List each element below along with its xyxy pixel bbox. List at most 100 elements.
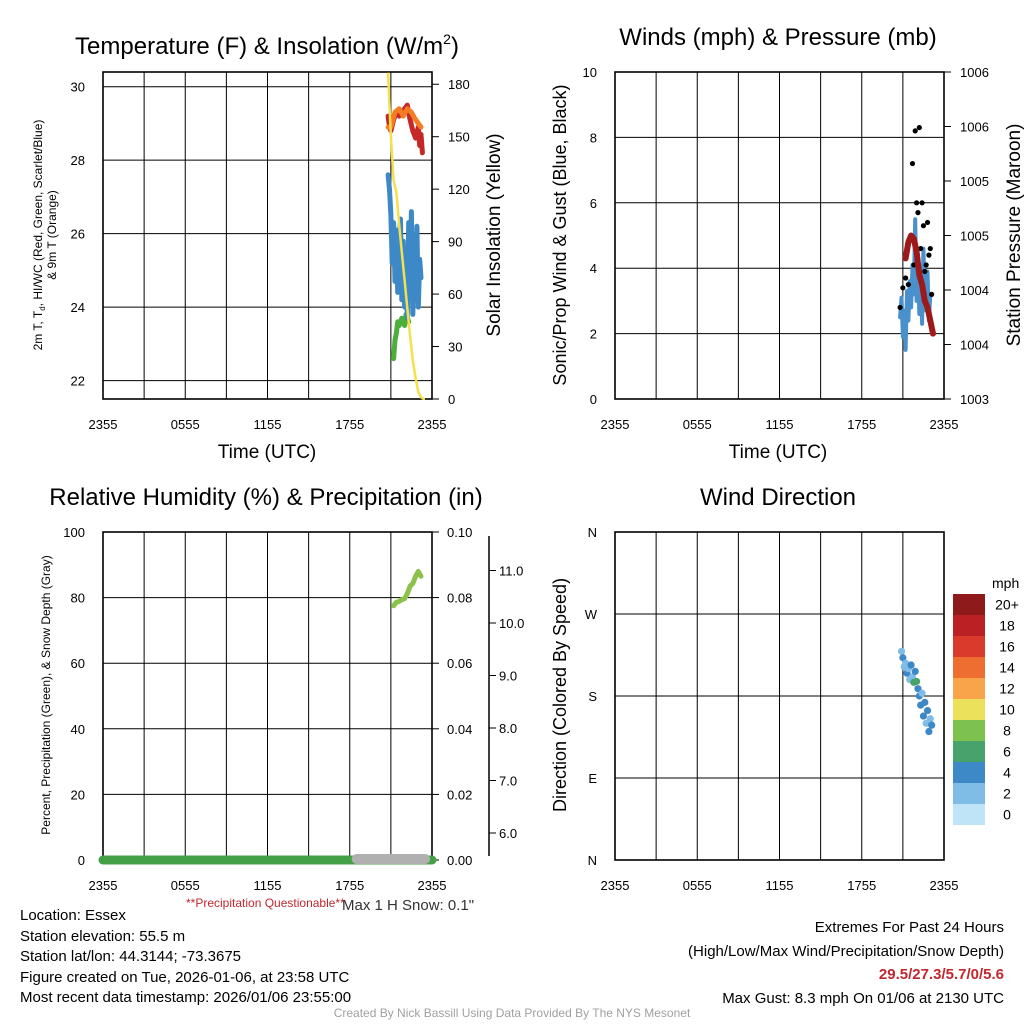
x-tick-label: 1755 xyxy=(847,417,876,432)
direction-point xyxy=(921,698,929,706)
y-tick-label: 100 xyxy=(63,525,85,540)
y-tick-label: 26 xyxy=(71,227,85,242)
y2-tick-label: 30 xyxy=(448,340,462,355)
wind-xlabel: Time (UTC) xyxy=(729,442,828,463)
direction-point xyxy=(897,647,906,655)
humidity-plot: 2355 0555 1155 1755 2355 0 20 40 60 80 100 0.00 0.02… xyxy=(63,525,524,893)
y2-tick-label: 1004 xyxy=(960,338,989,353)
y2-tick-label: 0.10 xyxy=(447,525,472,540)
y3-tick-label: 11.0 xyxy=(499,564,523,579)
y-tick-label: 2 xyxy=(590,327,597,342)
direction-point xyxy=(926,715,934,723)
y-tick-label: W xyxy=(585,607,598,622)
gust-point xyxy=(920,223,927,229)
y2-tick-label: 0.08 xyxy=(447,591,472,606)
gust-point xyxy=(915,210,921,216)
direction-point xyxy=(902,659,910,667)
legend-label: 18 xyxy=(999,618,1015,634)
y2-tick-label: 120 xyxy=(448,182,470,197)
x-tick-label: 1755 xyxy=(847,878,876,893)
series-line xyxy=(385,106,424,130)
y-tick-label: N xyxy=(588,525,597,540)
legend-swatch xyxy=(953,699,985,720)
rh-ylabel-left: Percent, Precipitation (Green), & Snow D… xyxy=(39,555,53,834)
legend-label: 12 xyxy=(999,681,1015,697)
y2-tick-label: 0.02 xyxy=(447,787,472,802)
y2-tick-label: 0 xyxy=(448,392,455,407)
y2-tick-label: 1004 xyxy=(960,283,989,298)
y-tick-label: 8 xyxy=(590,130,597,145)
extremes-title: Extremes For Past 24 Hours xyxy=(814,919,1004,936)
created: Figure created on Tue, 2026-01-06, at 23… xyxy=(20,968,350,986)
y-tick-label: 22 xyxy=(71,374,85,389)
temp-ylabel-a: 2m T, T xyxy=(31,310,45,350)
y2-tick-label: 1006 xyxy=(960,65,989,80)
y2-tick-label: 90 xyxy=(448,235,462,250)
precip-questionable-note: **Precipitation Questionable** xyxy=(186,896,345,910)
direction-point xyxy=(907,661,915,669)
series-line xyxy=(902,232,936,337)
y-tick-label: 24 xyxy=(71,300,85,315)
direction-point xyxy=(923,706,932,715)
gust-point xyxy=(909,160,916,167)
y-tick-label: 40 xyxy=(71,722,85,737)
rh-title: Relative Humidity (%) & Precipitation (i… xyxy=(49,484,482,511)
x-tick-label: 1155 xyxy=(254,878,282,893)
direction-point xyxy=(912,677,921,686)
legend-swatch xyxy=(953,615,985,636)
y-tick-label: 80 xyxy=(71,591,85,606)
direction-point xyxy=(919,712,928,720)
x-tick-label: 2355 xyxy=(601,878,630,893)
x-tick-label: 0555 xyxy=(171,417,200,432)
legend-label: 14 xyxy=(999,660,1015,676)
y-tick-label: 4 xyxy=(590,261,597,276)
gust-point xyxy=(919,200,925,206)
temp-ylabel-left: 2m T, Td, HI/WC (Red, Green, Scarlet/Blu… xyxy=(31,120,59,351)
series-line xyxy=(391,568,424,609)
x-tick-label: 2355 xyxy=(89,878,118,893)
legend-swatch xyxy=(953,678,985,699)
legend-swatch xyxy=(953,741,985,762)
dir-title: Wind Direction xyxy=(700,484,856,511)
gust-point xyxy=(900,285,906,291)
winds-plot: 2355 0555 1155 1755 2355 0 2 4 6 8 10 1003 1004 1004 1… xyxy=(583,65,989,432)
temp-ylabel-b: , HI/WC (Red, Green, Scarlet/Blue) xyxy=(31,120,45,307)
gust-point xyxy=(913,200,920,206)
legend-swatch xyxy=(953,636,985,657)
dir-ylabel-left: Direction (Colored By Speed) xyxy=(550,578,570,812)
y2-tick-label: 150 xyxy=(448,130,470,145)
direction-point xyxy=(925,727,933,736)
temp-title: Temperature (F) & Insolation (W/m2) xyxy=(75,31,459,60)
y2-tick-label: 1005 xyxy=(960,174,989,189)
x-tick-label: 1155 xyxy=(254,417,282,432)
x-tick-label: 1755 xyxy=(335,417,364,432)
station-info: Location: Essex Station elevation: 55.5 … xyxy=(20,906,351,1009)
y-tick-label: S xyxy=(588,689,597,704)
temperature-plot: 2355 0555 1155 1755 2355 22 24 26 28 30 0 30 60 90 120… xyxy=(71,71,470,432)
legend-swatch xyxy=(953,657,985,678)
latlon: Station lat/lon: 44.3144; -73.3675 xyxy=(20,948,242,966)
y2-tick-label: 1003 xyxy=(960,392,989,407)
x-tick-label: 0555 xyxy=(683,878,712,893)
legend-label: 6 xyxy=(1003,744,1011,760)
y2-tick-label: 1005 xyxy=(960,229,989,244)
direction-point xyxy=(899,654,907,662)
gust-point xyxy=(926,252,932,258)
legend-label: 8 xyxy=(1003,723,1011,739)
dir-legend-title: mph xyxy=(992,575,1019,591)
legend-label: 4 xyxy=(1003,765,1011,781)
extremes-values: 29.5/27.3/5.7/0/5.6 xyxy=(878,966,1004,983)
x-tick-label: 0555 xyxy=(683,417,712,432)
y2-tick-label: 60 xyxy=(448,287,462,302)
legend-label: 2 xyxy=(1003,786,1011,802)
series-line xyxy=(385,172,424,321)
y3-tick-label: 9.0 xyxy=(499,669,517,684)
y2-tick-label: 0.04 xyxy=(447,722,472,737)
legend-swatch xyxy=(953,762,985,783)
x-tick-label: 1155 xyxy=(766,417,794,432)
credit-line: Created By Nick Bassill Using Data Provi… xyxy=(333,1006,691,1020)
temp-ylabel-right: Solar Insolation (Yellow) xyxy=(484,133,505,336)
y2-tick-label: 1006 xyxy=(960,120,989,135)
gust-point xyxy=(897,304,903,311)
